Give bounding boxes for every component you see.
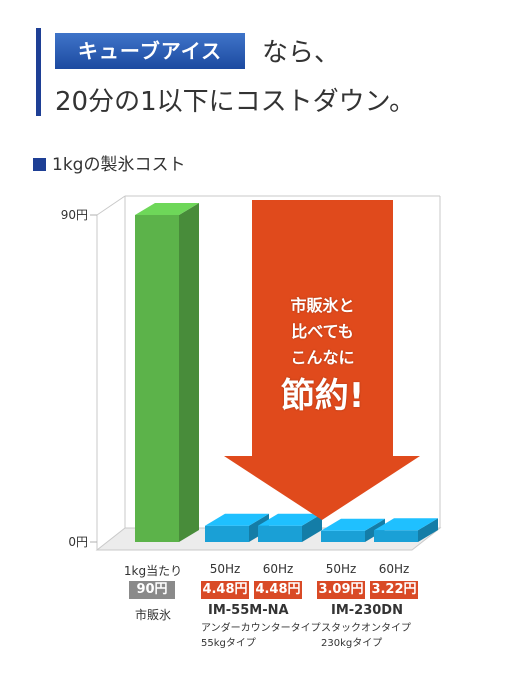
- model2-desc2: 230kgタイプ: [321, 638, 383, 649]
- bar-top-1: [205, 513, 269, 526]
- price-badge-model1-50hz: 4.48円: [201, 581, 249, 599]
- bar-front-0: [135, 215, 179, 542]
- square-icon: [33, 158, 46, 171]
- bar-2: [258, 513, 322, 542]
- bar-front-4: [374, 530, 418, 542]
- bar-4: [374, 518, 438, 542]
- model1-desc1: アンダーカウンタータイプ: [201, 623, 321, 634]
- price-badge-market: 90円: [129, 581, 175, 599]
- bar-0: [135, 203, 199, 542]
- arrow-text-line3: こんなに: [290, 348, 355, 367]
- savings-arrow: [224, 200, 420, 520]
- model2-name: IM-230DN: [331, 603, 403, 618]
- bar-front-1: [205, 525, 249, 542]
- title-line2: 20分の1以下にコストダウン。: [55, 87, 416, 117]
- market-ice-label: 市販氷: [134, 608, 171, 622]
- bar-1: [205, 513, 269, 542]
- price-badge-model2-60hz: 3.22円: [370, 581, 418, 599]
- arrow-text-line1: 市販氷と: [290, 296, 355, 315]
- chart-subtitle: 1kgの製氷コスト: [33, 150, 185, 175]
- bar-front-3: [321, 530, 365, 542]
- y-tick-label-90: 90円: [61, 208, 88, 222]
- bar-side-0: [179, 203, 199, 542]
- title-badge: キューブアイス: [55, 33, 245, 69]
- price-badge-model2-50hz: 3.09円: [317, 581, 365, 599]
- price-badge-model1-60hz: 4.48円: [254, 581, 302, 599]
- bar-side-4: [418, 518, 438, 542]
- bar-top-4: [374, 518, 438, 531]
- title-accent-bar: [36, 28, 41, 116]
- category-label-50hz-1: 50Hz: [209, 562, 241, 576]
- title-suffix: なら、: [262, 38, 341, 68]
- bars-group: [135, 203, 438, 542]
- bar-side-2: [302, 513, 322, 542]
- bar-top-2: [258, 513, 322, 526]
- bar-top-3: [321, 518, 385, 531]
- arrow-text-line2: 比べても: [291, 322, 354, 341]
- bar-front-2: [258, 525, 302, 542]
- model2-desc1: スタックオンタイプ: [321, 623, 411, 634]
- category-label-60hz-2: 60Hz: [378, 562, 410, 576]
- chart-top-diag-edge: [96, 195, 126, 216]
- arrow-text-big: 節約!: [280, 376, 365, 416]
- model1-name: IM-55M-NA: [208, 603, 289, 618]
- bar-top-0: [135, 203, 199, 215]
- model1-desc2: 55kgタイプ: [201, 638, 256, 649]
- y-tick-label-0: 0円: [68, 535, 88, 549]
- category-label-60hz-1: 60Hz: [262, 562, 294, 576]
- chart-subtitle-text: 1kgの製氷コスト: [52, 155, 186, 175]
- category-label-market: 1kg当たり: [123, 564, 183, 578]
- category-label-50hz-2: 50Hz: [325, 562, 357, 576]
